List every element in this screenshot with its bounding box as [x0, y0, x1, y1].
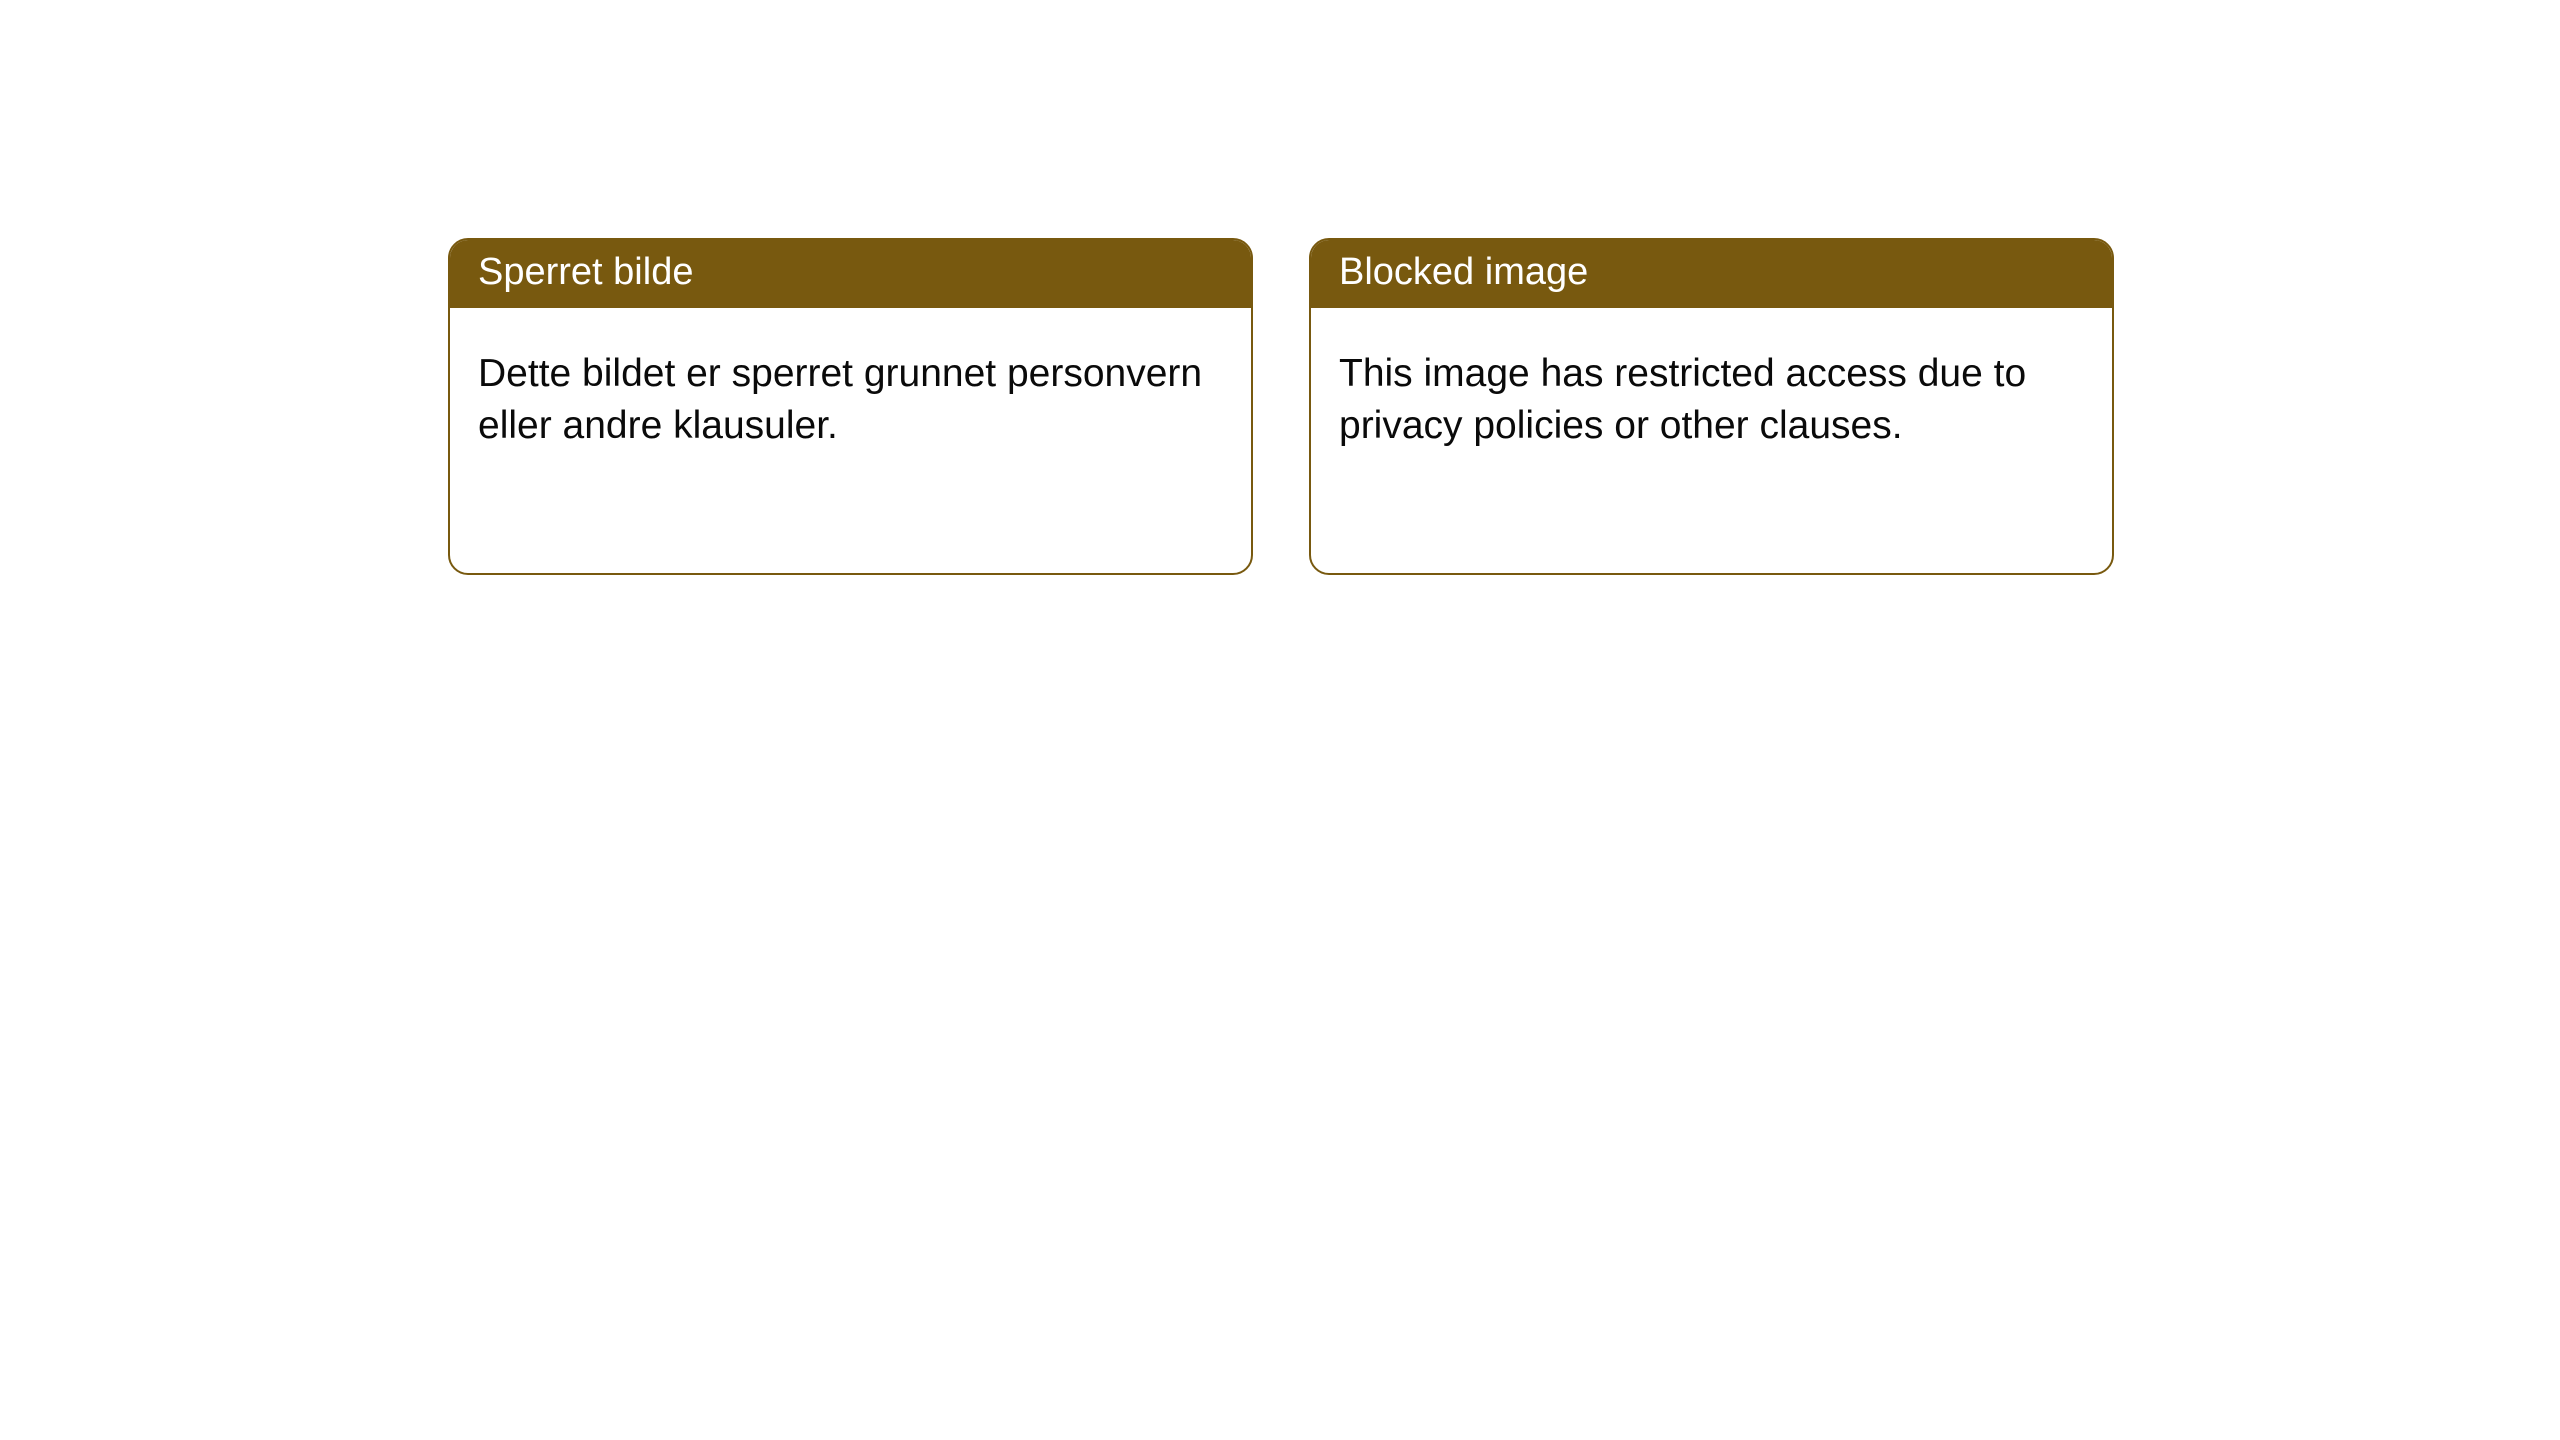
- notice-title: Sperret bilde: [478, 251, 693, 293]
- notice-title: Blocked image: [1339, 251, 1588, 293]
- notice-container: Sperret bilde Dette bildet er sperret gr…: [0, 0, 2560, 575]
- notice-body: This image has restricted access due to …: [1311, 308, 2112, 481]
- notice-card-norwegian: Sperret bilde Dette bildet er sperret gr…: [448, 238, 1253, 575]
- notice-header: Blocked image: [1311, 240, 2112, 308]
- notice-card-english: Blocked image This image has restricted …: [1309, 238, 2114, 575]
- notice-body: Dette bildet er sperret grunnet personve…: [450, 308, 1251, 481]
- notice-header: Sperret bilde: [450, 240, 1251, 308]
- notice-message: Dette bildet er sperret grunnet personve…: [478, 352, 1202, 448]
- notice-message: This image has restricted access due to …: [1339, 352, 2026, 448]
